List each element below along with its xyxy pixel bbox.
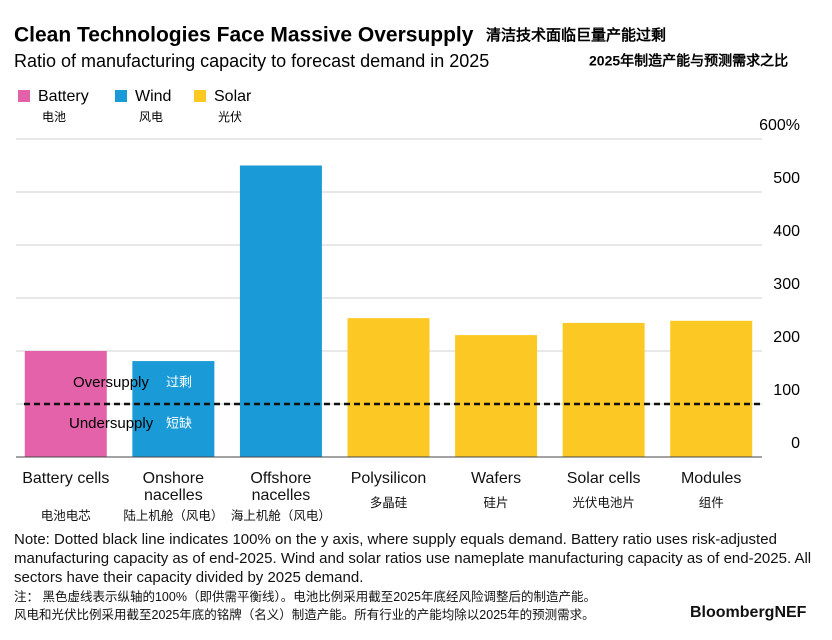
note-zh-1: 注： 黑色虚线表示纵轴的100%（即供需平衡线）。电池比例采用截至2025年底经… <box>14 590 597 604</box>
x-tick-label: Offshore nacelles <box>250 470 312 504</box>
y-tick-label: 600% <box>759 117 800 134</box>
chart-title: Clean Technologies Face Massive Oversupp… <box>14 24 474 47</box>
bar <box>347 318 430 457</box>
legend-label-zh: 风电 <box>139 110 163 124</box>
bar <box>239 165 322 457</box>
x-tick-label: Polysilicon <box>350 470 427 487</box>
note-zh-2: 风电和光伏比例采用截至2025年底的铭牌（名义）制造产能。所有行业的产能均除以2… <box>14 608 595 622</box>
legend-label-zh: 电池 <box>42 110 66 124</box>
x-tick-label: Battery cells <box>22 470 110 487</box>
y-tick-label: 0 <box>791 435 800 452</box>
x-tick-label: Wafers <box>471 470 522 487</box>
chart-subtitle-zh: 2025年制造产能与预测需求之比 <box>589 53 788 69</box>
y-tick-label: 500 <box>773 170 800 187</box>
legend-label: Solar <box>214 88 252 105</box>
source: BloombergNEF <box>690 604 807 621</box>
legend-label: Battery <box>38 88 89 105</box>
bar <box>562 322 645 457</box>
chart-title-zh: 清洁技术面临巨量产能过剩 <box>486 26 666 44</box>
x-tick-label-zh: 海上机舱（风电） <box>230 509 331 523</box>
y-tick-label: 100 <box>773 382 800 399</box>
annotation: Oversupply <box>73 374 149 391</box>
legend-label-zh: 光伏 <box>218 110 242 124</box>
y-tick-label: 200 <box>773 329 800 346</box>
x-tick-label: Modules <box>680 470 742 487</box>
bar <box>670 320 753 457</box>
y-tick-label: 400 <box>773 223 800 240</box>
x-tick-label: Onshore nacelles <box>142 470 205 504</box>
x-tick-label: Solar cells <box>566 470 641 487</box>
y-tick-label: 300 <box>773 276 800 293</box>
legend-swatch <box>18 90 30 102</box>
legend-swatch <box>194 90 206 102</box>
x-tick-label-zh: 光伏电池片 <box>572 496 635 510</box>
bar <box>455 335 538 457</box>
legend-swatch <box>115 90 127 102</box>
legend-label: Wind <box>135 88 171 105</box>
bar <box>132 361 215 457</box>
x-tick-label-zh: 多晶硅 <box>369 496 408 510</box>
annotation: Undersupply <box>69 415 154 432</box>
x-tick-label-zh: 硅片 <box>483 496 509 510</box>
x-tick-label-zh: 组件 <box>698 496 724 510</box>
annotation: 过剩 <box>166 374 192 389</box>
chart-subtitle: Ratio of manufacturing capacity to forec… <box>14 51 489 71</box>
x-tick-label-zh: 陆上机舱（风电） <box>123 509 224 523</box>
note: Note: Dotted black line indicates 100% o… <box>14 531 812 586</box>
annotation: 短缺 <box>166 415 192 430</box>
x-tick-label-zh: 电池电芯 <box>40 509 91 523</box>
